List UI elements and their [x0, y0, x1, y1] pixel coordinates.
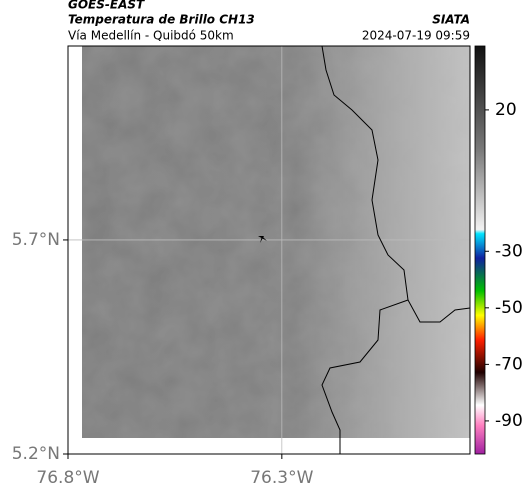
- colorbar-tick-label: -70: [495, 354, 523, 374]
- lat-tick-label: 5.7°N: [12, 230, 60, 250]
- colorbar-tick-label: 20: [495, 100, 517, 120]
- location-star: [258, 236, 267, 243]
- datetime: 2024-07-19 09:59: [362, 29, 470, 43]
- border-line: [321, 45, 471, 323]
- colorbar-tick-label: -90: [495, 411, 523, 431]
- border-line: [321, 299, 409, 454]
- cloud-texture: [82, 46, 470, 438]
- location: Vía Medellín - Quibdó 50km: [68, 29, 234, 43]
- lat-tick-label: 5.2°N: [12, 444, 60, 464]
- colorbar-tick-label: -30: [495, 241, 523, 261]
- source: SIATA: [432, 13, 470, 27]
- lon-tick-label: 76.3°W: [250, 468, 313, 488]
- colorbar: [474, 45, 486, 455]
- title: GOES-EAST: [68, 0, 145, 12]
- colorbar-tick-label: -50: [495, 298, 523, 318]
- subtitle: Temperatura de Brillo CH13: [68, 13, 255, 27]
- map-frame: [67, 45, 471, 455]
- lon-tick-label: 76.8°W: [36, 468, 99, 488]
